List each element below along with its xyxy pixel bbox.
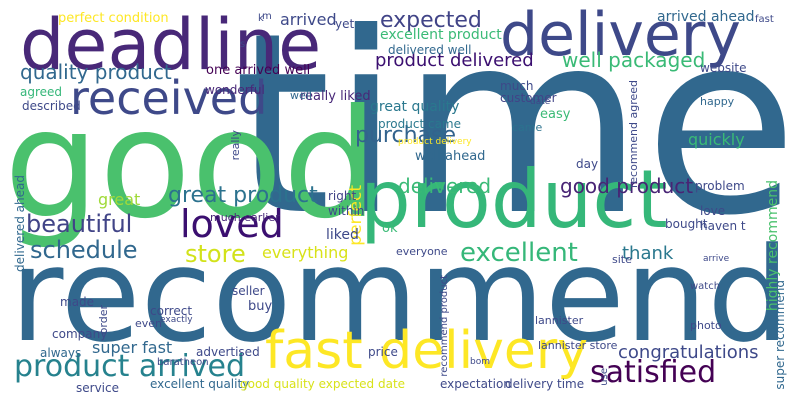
cloud-word-much-earlier: much earlier <box>210 211 280 224</box>
cloud-word-buy: buy <box>248 299 273 314</box>
cloud-word-agreed: agreed <box>20 85 63 99</box>
cloud-word-within: within <box>328 204 365 218</box>
cloud-word-s: s <box>240 39 246 50</box>
cloud-word-perfect-condition: perfect condition <box>58 11 169 26</box>
cloud-word-purchase: purchase <box>355 123 456 148</box>
cloud-word-love: love <box>700 204 726 218</box>
cloud-word-use: use <box>599 368 610 386</box>
cloud-word-correct: correct <box>150 304 193 318</box>
cloud-word-problem: problem <box>695 179 745 193</box>
cloud-word-recommend-product: recommend product <box>439 275 450 377</box>
cloud-word-delivered-ahead: delivered ahead <box>13 175 27 272</box>
cloud-word-right: right <box>328 189 357 203</box>
cloud-word-congratulations: congratulations <box>618 342 759 363</box>
cloud-word-recommend-agreed: recommend agreed <box>627 80 640 188</box>
cloud-word-customer: customer <box>500 91 557 105</box>
cloud-word-deadline: deadline <box>20 4 322 86</box>
cloud-word-great: great <box>98 190 141 209</box>
cloud-word-day: day <box>576 157 599 171</box>
cloud-word-website: website <box>700 61 747 75</box>
cloud-word-time: time <box>233 0 798 270</box>
cloud-word-order: order <box>97 305 110 335</box>
cloud-word-beautiful: beautiful <box>26 210 133 238</box>
cloud-word-exactly: exactly <box>160 315 193 325</box>
cloud-word-schedule: schedule <box>30 236 138 264</box>
cloud-word-service: service <box>76 381 119 395</box>
cloud-word-seller: seller <box>232 284 265 298</box>
cloud-word-described: described <box>22 99 81 113</box>
cloud-word-really: really <box>229 130 242 161</box>
cloud-word-quality-product: quality product <box>20 60 172 84</box>
cloud-word-k: k <box>258 13 264 24</box>
cloud-word-made: made <box>60 295 95 309</box>
cloud-word-well-ahead: well ahead <box>415 149 486 164</box>
cloud-word-easy: easy <box>540 107 571 122</box>
cloud-word-well-packaged: well packaged <box>562 48 706 72</box>
cloud-word-delivery-time: delivery time <box>505 377 585 391</box>
cloud-word-good-product: good product <box>560 174 694 198</box>
cloud-word-site: site <box>612 253 632 266</box>
cloud-word-well: well <box>290 89 312 102</box>
cloud-word-m: m <box>262 11 272 22</box>
cloud-word-liked: liked <box>326 227 359 243</box>
cloud-word-even: even <box>135 317 163 330</box>
cloud-word-arrive: arrive <box>703 254 730 264</box>
cloud-word-advertised: advertised <box>196 345 260 359</box>
cloud-word-came: came <box>512 121 543 134</box>
cloud-word-delivered: delivered <box>398 174 492 198</box>
cloud-word-good-quality-expected-date: good quality expected date <box>240 377 406 391</box>
cloud-word-product-arrived: product arrived <box>14 349 246 384</box>
cloud-word-date: date <box>530 97 551 107</box>
cloud-word-lannister: lannister <box>535 314 584 327</box>
cloud-word-fast-delivery: fast delivery <box>265 321 588 381</box>
cloud-word-arrived: arrived <box>280 10 337 29</box>
cloud-word-haven-t: haven t <box>700 219 746 233</box>
cloud-word-really-liked: really liked <box>300 89 371 104</box>
cloud-word-satisfied: satisfied <box>590 355 717 390</box>
cloud-word-ok: ok <box>382 221 398 236</box>
cloud-word-excellent-product: excellent product <box>380 27 502 43</box>
cloud-word-bom: bom <box>470 357 490 367</box>
cloud-word-great-product: great product <box>168 183 318 208</box>
cloud-word-expectation: expectation <box>440 377 511 391</box>
cloud-word-quickly: quickly <box>688 130 745 149</box>
cloud-word-product-delivery: product delivery <box>398 137 472 147</box>
cloud-word-super-recommend: super recommend <box>773 280 787 390</box>
cloud-word-bought: bought <box>665 217 708 231</box>
cloud-word-always: always <box>40 346 82 360</box>
cloud-word-baratheon: baratheon <box>157 357 209 368</box>
cloud-word-arrived-ahead: arrived ahead <box>657 9 755 25</box>
cloud-word-much: much <box>500 79 534 93</box>
cloud-word-excellent-quality: excellent quality <box>150 377 250 391</box>
cloud-word-delivery: delivery <box>500 0 741 70</box>
cloud-word-product-delivered: product delivered <box>375 50 534 71</box>
cloud-word-happy: happy <box>700 95 735 108</box>
cloud-word-received: received <box>70 71 268 125</box>
cloud-word-product: product <box>360 153 668 246</box>
cloud-word-lannister-store: lannister store <box>538 339 618 352</box>
cloud-word-company: company <box>52 327 108 341</box>
cloud-word-recommend: recommend <box>10 219 790 371</box>
cloud-word-great-quality: great quality <box>370 99 460 115</box>
cloud-word-thank: thank <box>622 243 674 264</box>
cloud-word-everything: everything <box>262 243 349 262</box>
cloud-word-loved: loved <box>180 202 284 246</box>
cloud-word-wonderful: wonderful <box>205 83 265 97</box>
cloud-word-fast: fast <box>755 14 774 25</box>
cloud-word-price: price <box>368 345 398 359</box>
cloud-word-excellent: excellent <box>460 238 578 268</box>
cloud-word-good: good <box>4 78 378 252</box>
cloud-word-photo: photo <box>690 319 722 332</box>
cloud-word-super-fast: super fast <box>92 338 173 357</box>
cloud-word-delivered-well: delivered well <box>388 43 472 57</box>
cloud-word-product-came: product came <box>378 117 461 131</box>
cloud-word-watch: watch <box>690 281 721 292</box>
cloud-word-one-arrived-well: one arrived well <box>206 63 311 78</box>
cloud-word-yet: yet <box>335 17 355 31</box>
cloud-word-store: store <box>185 240 246 268</box>
cloud-word-everyone: everyone <box>396 245 448 258</box>
cloud-word-expected: expected <box>380 8 482 33</box>
